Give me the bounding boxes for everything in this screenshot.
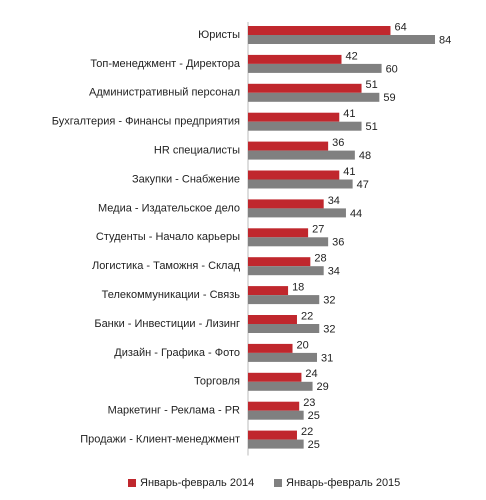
value-label: 44: [350, 208, 362, 220]
value-label: 24: [305, 368, 317, 380]
category-label: Маркетинг - Реклама - PR: [108, 405, 240, 417]
legend-label: Январь-февраль 2015: [286, 477, 400, 489]
category-label: Бухгалтерия - Финансы предприятия: [52, 116, 240, 128]
category-label: Продажи - Клиент-менеджмент: [80, 434, 240, 446]
legend-swatch: [274, 479, 282, 487]
bar: [248, 179, 353, 189]
category-label: Топ-менеджмент - Директора: [90, 58, 240, 70]
value-label: 42: [346, 50, 358, 62]
bar: [248, 266, 324, 276]
value-label: 25: [308, 439, 320, 451]
value-label: 34: [328, 195, 340, 207]
value-label: 28: [314, 253, 326, 265]
category-label: Студенты - Начало карьеры: [96, 231, 240, 243]
bar: [248, 208, 346, 218]
bar: [248, 401, 300, 411]
bar: [248, 315, 297, 324]
category-label: Телекоммуникации - Связь: [102, 289, 241, 301]
bar: [248, 257, 311, 267]
bar: [248, 121, 362, 131]
bar: [248, 83, 362, 93]
legend-label: Январь-февраль 2014: [140, 477, 254, 489]
value-label: 51: [366, 79, 378, 91]
value-label: 41: [343, 108, 355, 120]
bar: [248, 228, 309, 238]
category-label: Логистика - Таможня - Склад: [92, 260, 241, 272]
category-label: Административный персонал: [89, 87, 240, 99]
bar: [248, 439, 304, 449]
bar: [248, 170, 340, 180]
bar: [248, 237, 329, 247]
bar: [248, 112, 340, 122]
bar: [248, 324, 320, 333]
value-label: 36: [332, 137, 344, 149]
value-label: 34: [328, 266, 340, 278]
value-label: 20: [297, 339, 309, 351]
value-label: 47: [357, 179, 369, 191]
bar: [248, 35, 435, 44]
category-label: HR специалисты: [154, 145, 240, 157]
legend-swatch: [128, 479, 136, 487]
value-label: 23: [303, 397, 315, 409]
value-label: 48: [359, 150, 371, 162]
value-label: 36: [332, 237, 344, 249]
category-label: Банки - Инвестиции - Лизинг: [94, 318, 240, 330]
bar: [248, 63, 382, 73]
bar: [248, 430, 297, 440]
bar: [248, 286, 289, 296]
category-label: Медиа - Издательское дело: [98, 202, 240, 214]
value-label: 25: [308, 410, 320, 422]
value-label: 32: [323, 323, 335, 335]
value-label: 22: [301, 426, 313, 438]
value-label: 59: [383, 92, 395, 104]
bar: [248, 141, 329, 151]
bar: [248, 410, 304, 420]
value-label: 22: [301, 310, 313, 322]
value-label: 41: [343, 166, 355, 178]
category-label: Юристы: [198, 29, 240, 41]
category-label: Дизайн - Графика - Фото: [114, 347, 240, 359]
category-label: Закупки - Снабжение: [132, 173, 240, 185]
value-label: 18: [292, 282, 304, 294]
value-label: 51: [366, 121, 378, 133]
bar: [248, 381, 313, 391]
bar: [248, 92, 380, 102]
value-label: 27: [312, 224, 324, 236]
value-label: 60: [386, 63, 398, 75]
bar: [248, 26, 391, 35]
bar: [248, 343, 293, 353]
category-label: Торговля: [194, 376, 240, 388]
bar: [248, 199, 324, 209]
value-label: 64: [394, 21, 406, 33]
value-label: 84: [439, 34, 451, 46]
value-label: 29: [317, 381, 329, 393]
value-label: 31: [321, 352, 333, 364]
bar: [248, 372, 302, 382]
bar: [248, 150, 355, 160]
value-label: 32: [323, 295, 335, 307]
bar: [248, 54, 342, 64]
bar: [248, 352, 318, 362]
bar: [248, 295, 320, 305]
